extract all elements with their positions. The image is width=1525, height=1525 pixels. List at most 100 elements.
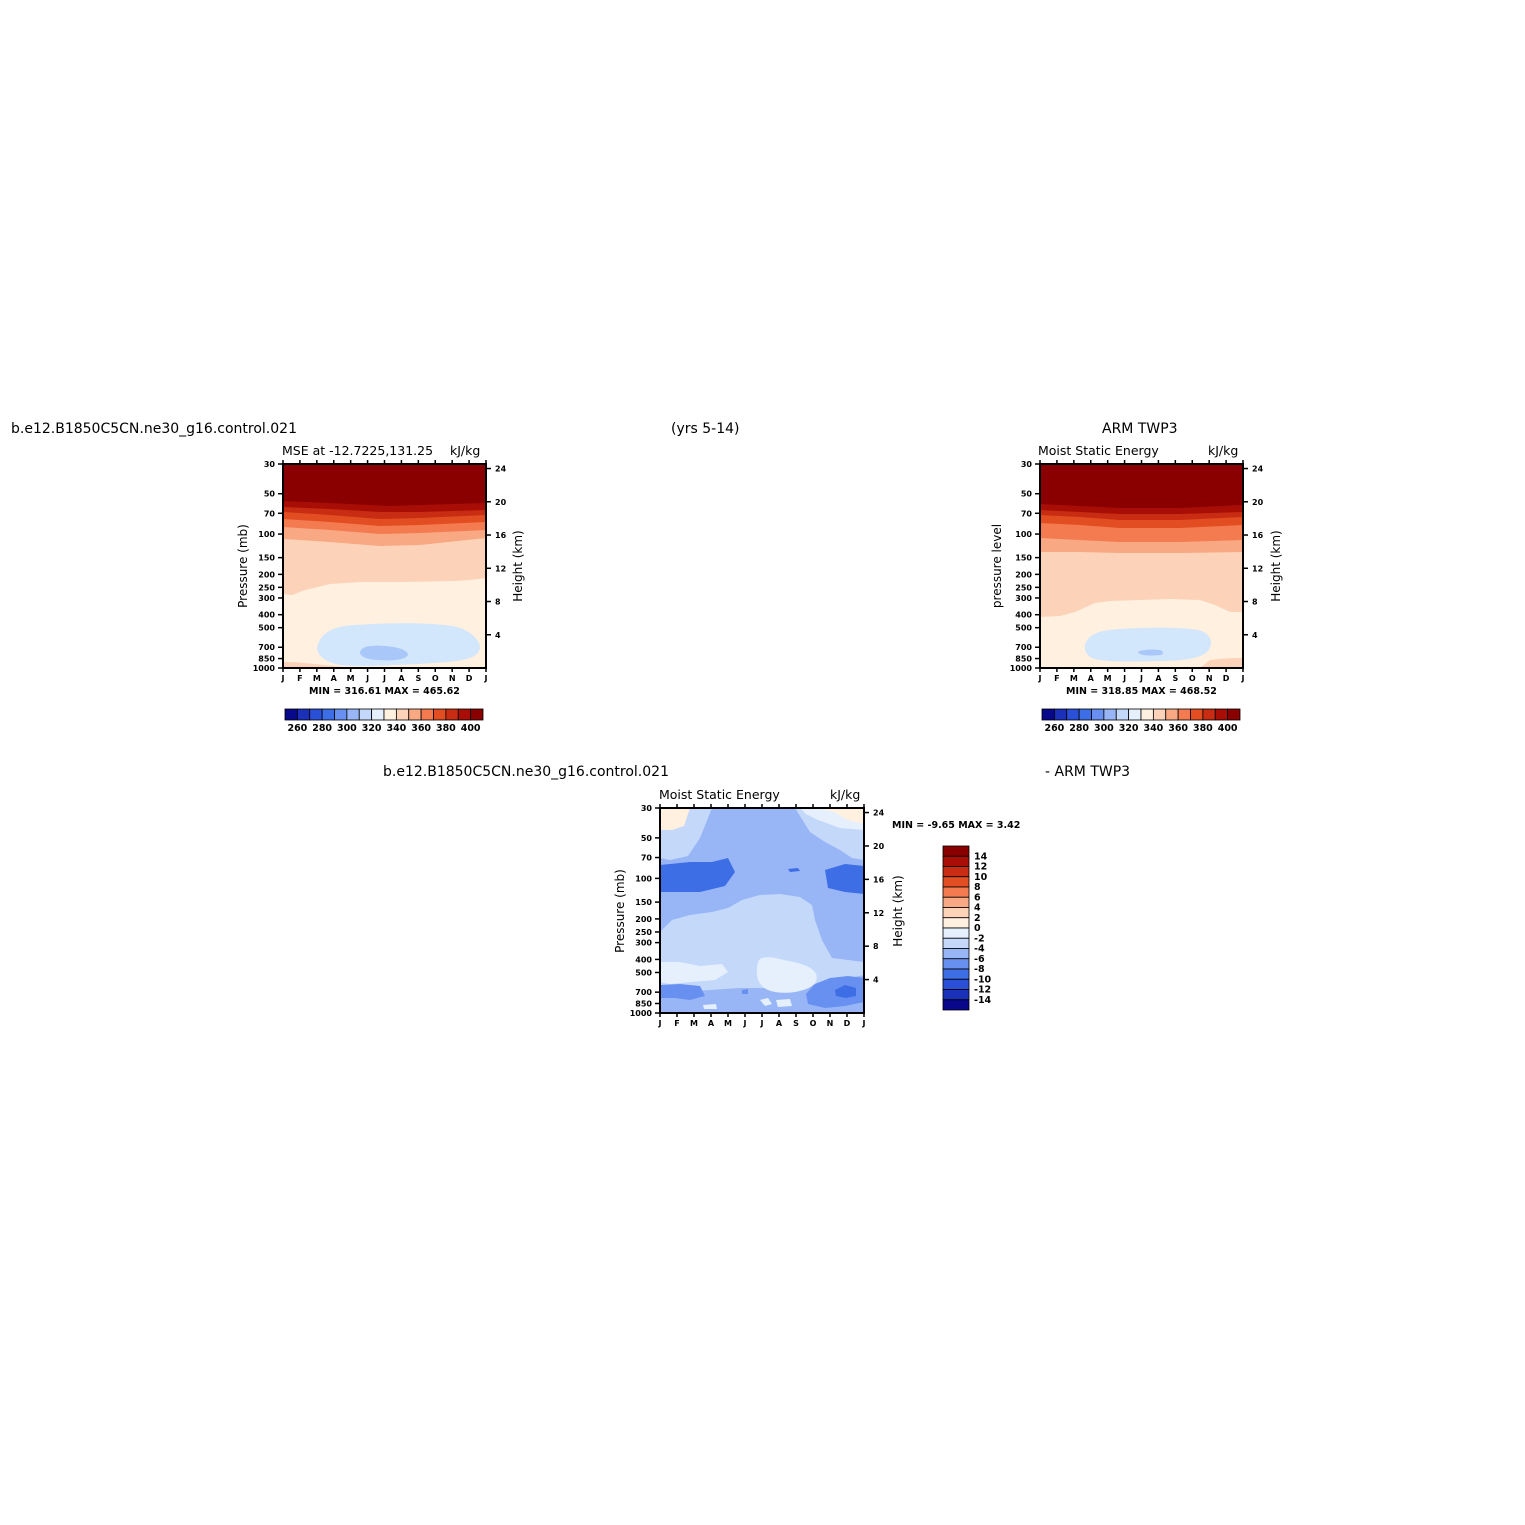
colorbar-box	[942, 978, 970, 990]
month-tick-label: J	[760, 1019, 764, 1028]
colorbar-label: 10	[974, 872, 988, 883]
diff-contour-neg8-right	[825, 864, 864, 894]
colorbar-label: 0	[974, 923, 981, 934]
month-tick-label: M	[1070, 674, 1078, 683]
month-tick-label: A	[776, 1019, 783, 1028]
month-tick-label: J	[658, 1019, 662, 1028]
height-tick-label: 8	[1252, 598, 1258, 607]
diff-contour-neg2-surface3	[776, 999, 792, 1007]
colorbar-label: 360	[411, 723, 431, 734]
pressure-tick-label: 400	[258, 611, 275, 620]
colorbar-box	[1128, 708, 1142, 721]
height-tick-label: 20	[873, 842, 885, 851]
obs-ylabel: pressure level	[990, 523, 1004, 609]
pressure-tick-label: 400	[1015, 611, 1032, 620]
month-tick-label: M	[690, 1019, 698, 1028]
model-contour-450	[283, 464, 486, 506]
colorbar-label: 280	[312, 723, 332, 734]
colorbar-label: 300	[1094, 723, 1114, 734]
colorbar-box	[1091, 708, 1105, 721]
pressure-tick-label: 700	[635, 988, 652, 997]
colorbar-box	[942, 989, 970, 1001]
colorbar-label: -6	[974, 954, 985, 965]
month-tick-label: F	[1054, 674, 1059, 683]
month-tick-label: J	[382, 674, 386, 683]
month-tick-label: A	[1155, 674, 1162, 683]
colorbar-box	[1103, 708, 1117, 721]
colorbar-box	[1227, 708, 1241, 721]
colorbar-label: 8	[974, 882, 981, 893]
diff-contour-neg6-lowright	[806, 976, 864, 1008]
pressure-tick-label: 50	[1021, 490, 1033, 499]
diff-contour-pos-topright	[818, 808, 864, 824]
month-tick-label: J	[1038, 674, 1042, 683]
diff-contour-pos-topleft	[660, 808, 690, 830]
month-tick-label: N	[449, 674, 456, 683]
colorbar-box	[942, 855, 970, 867]
colorbar-label: 380	[436, 723, 456, 734]
colorbar-label: 260	[287, 723, 307, 734]
colorbar-box	[395, 708, 410, 721]
pressure-tick-label: 30	[641, 804, 653, 813]
diff-plot	[660, 808, 864, 1013]
pressure-tick-label: 400	[635, 955, 652, 964]
colorbar-box	[309, 708, 323, 721]
month-tick-label: M	[313, 674, 321, 683]
colorbar-box	[321, 708, 335, 721]
model-ylabel: Pressure (mb)	[236, 524, 250, 608]
month-tick-label: D	[1223, 674, 1230, 683]
diff-contour-neg6-dot	[742, 989, 748, 994]
month-tick-label: S	[793, 1019, 799, 1028]
month-tick-label: O	[432, 674, 439, 683]
month-tick-label: N	[827, 1019, 834, 1028]
colorbar-box	[371, 708, 385, 721]
colorbar-box	[470, 708, 484, 721]
pressure-tick-label: 50	[641, 834, 653, 843]
colorbar-label: 340	[1143, 723, 1163, 734]
pressure-tick-label: 150	[258, 554, 275, 563]
diff-contour-neg2-surface2	[760, 998, 772, 1006]
pressure-tick-label: 100	[258, 530, 275, 539]
month-tick-label: J	[281, 674, 285, 683]
colorbar-box	[1165, 708, 1179, 721]
colorbar-box	[1177, 708, 1191, 721]
pressure-tick-label: 250	[1015, 583, 1032, 592]
colorbar-box	[383, 708, 397, 721]
height-tick-label: 12	[1252, 564, 1263, 573]
colorbar-label: -4	[974, 944, 985, 955]
colorbar-label: 260	[1044, 723, 1064, 734]
month-tick-label: S	[415, 674, 421, 683]
pressure-tick-label: 100	[635, 874, 652, 883]
pressure-tick-label: 850	[258, 655, 275, 664]
model-plot	[283, 464, 486, 668]
colorbar-label: 380	[1193, 723, 1213, 734]
pressure-tick-label: 50	[264, 490, 276, 499]
height-tick-label: 20	[1252, 498, 1264, 507]
pressure-tick-label: 150	[1015, 554, 1032, 563]
colorbar-box	[1078, 708, 1092, 721]
colorbar-box	[420, 708, 434, 721]
pressure-tick-label: 150	[635, 898, 652, 907]
pressure-tick-label: 500	[635, 968, 652, 977]
diff-stats: MIN = -9.65 MAX = 3.42	[892, 820, 1021, 831]
month-tick-label: J	[365, 674, 369, 683]
pressure-tick-label: 200	[258, 570, 275, 579]
colorbar-box	[942, 876, 970, 888]
diff-left-subtitle: Moist Static Energy	[659, 787, 780, 802]
colorbar-box	[334, 708, 348, 721]
colorbar-box	[1214, 708, 1229, 721]
obs-stats: MIN = 318.85 MAX = 468.52	[1066, 686, 1217, 697]
years-title: (yrs 5-14)	[671, 421, 740, 437]
colorbar-box	[1041, 708, 1055, 721]
height-tick-label: 24	[495, 465, 507, 474]
obs-contour-450	[1040, 464, 1243, 508]
model-left-title: MSE at -12.7225,131.25	[282, 443, 434, 458]
colorbar-box	[942, 958, 970, 970]
diff-right-title: - ARM TWP3	[1045, 764, 1131, 780]
colorbar-box	[1053, 708, 1068, 721]
month-tick-label: O	[1189, 674, 1196, 683]
